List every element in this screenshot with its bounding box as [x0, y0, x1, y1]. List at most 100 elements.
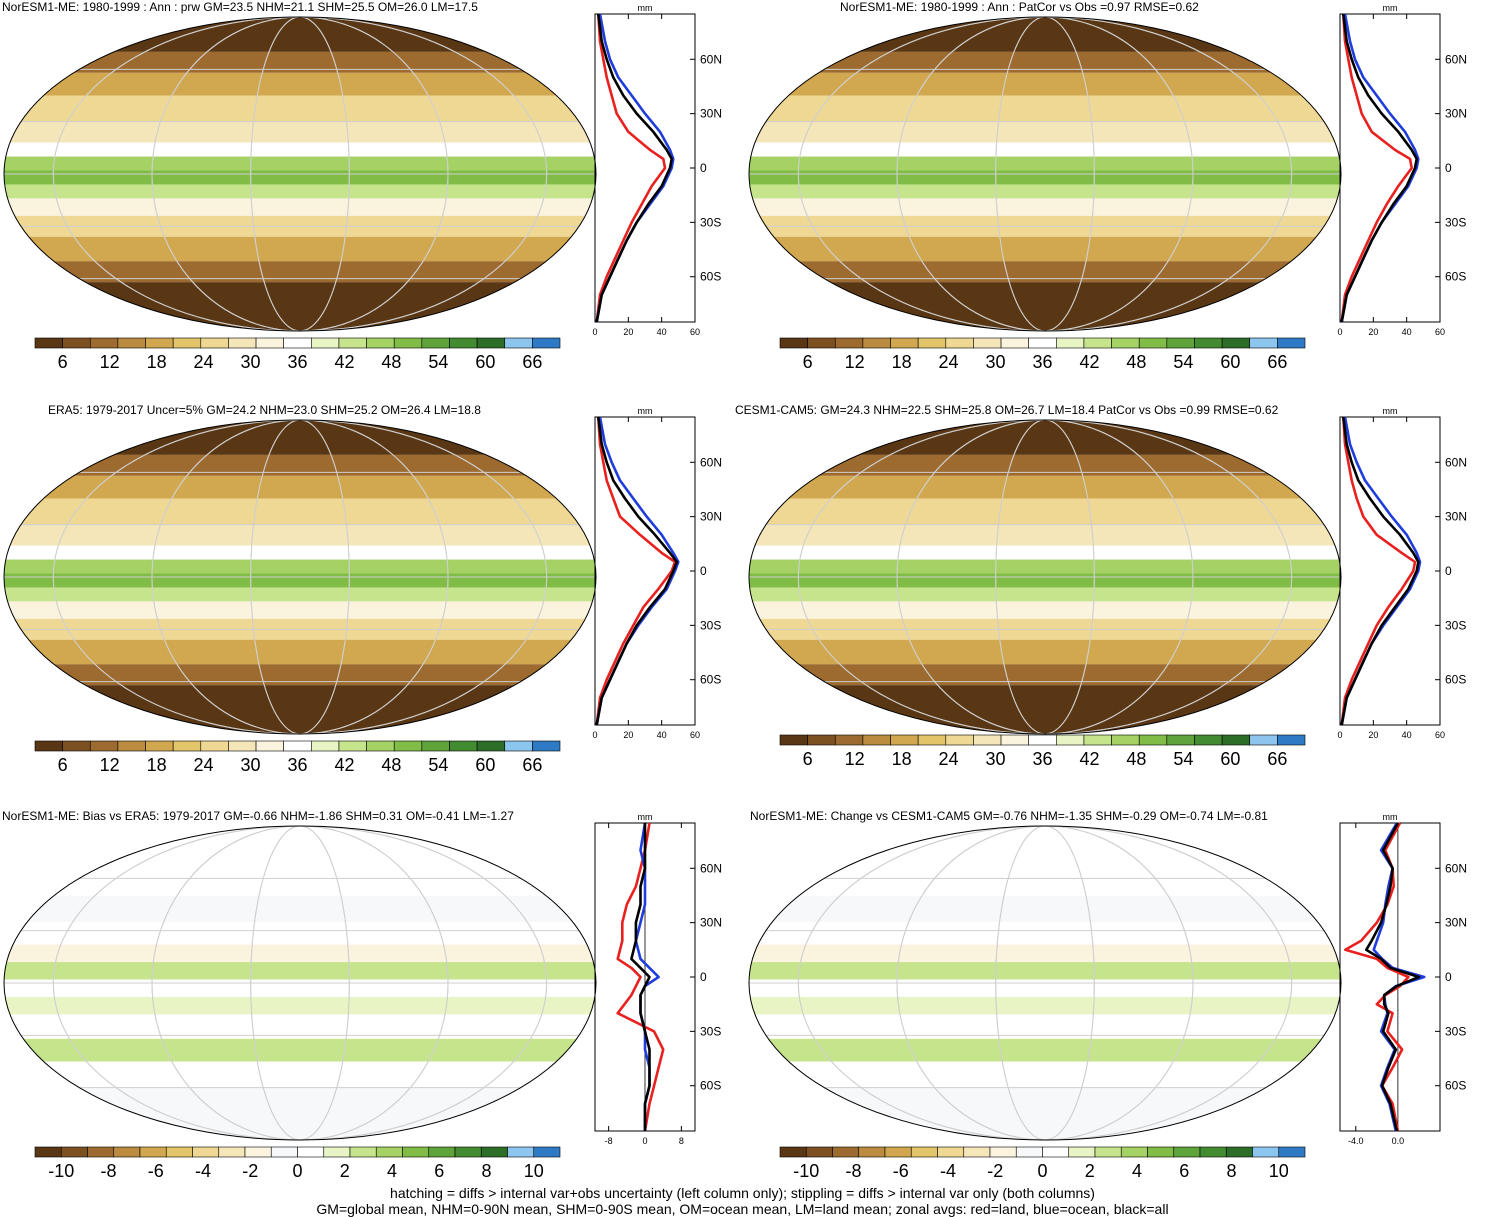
map-field: [749, 420, 1341, 734]
zonal-x-tick-label: 20: [623, 730, 633, 740]
colorbar-tick-label: 36: [1032, 749, 1052, 769]
zonal-mean-plot: mm 0 20 40 60 60N 30N 0 30S 60S: [1337, 4, 1467, 337]
zonal-series-all: [1340, 416, 1420, 726]
colorbar-swatch: [1042, 1146, 1070, 1158]
colorbar-swatch: [454, 1146, 482, 1158]
map-band: [749, 573, 1341, 588]
colorbar-swatch: [504, 740, 533, 752]
colorbar-swatch: [1221, 337, 1251, 349]
map-band: [4, 261, 596, 283]
colorbar-tick-label: 6: [803, 749, 813, 769]
map-band: [4, 236, 596, 262]
colorbar-tick-label: 2: [340, 1161, 350, 1181]
colorbar-swatch: [255, 337, 284, 349]
panel-title: NorESM1-ME: Change vs CESM1-CAM5 GM=-0.7…: [750, 809, 1268, 823]
colorbar-swatch: [1199, 1146, 1227, 1158]
zonal-unit-label: mm: [1383, 407, 1398, 416]
meridian-line: [995, 420, 1095, 734]
colorbar-tick-label: 4: [387, 1161, 397, 1181]
map-band: [749, 664, 1341, 686]
colorbar-swatch: [228, 740, 257, 752]
map-plot: [3, 16, 597, 332]
zonal-lat-label: 0: [1445, 161, 1452, 175]
colorbar-tick-label: 6: [803, 352, 813, 372]
zonal-x-tick-label: 20: [1368, 327, 1378, 337]
colorbar-tick-label: 12: [845, 749, 865, 769]
map-band: [749, 944, 1341, 963]
meridian-line: [797, 17, 1293, 331]
zonal-unit-label: mm: [638, 813, 653, 822]
zonal-mean-plot: mm -4.0 0.0 60N 30N 0 30S 60S: [1339, 813, 1467, 1146]
zonal-mean-plot: mm 0 20 40 60 60N 30N 0 30S 60S: [592, 4, 722, 337]
map-plot: [748, 825, 1342, 1141]
colorbar-swatch: [421, 337, 450, 349]
zonal-x-tick-label: 40: [657, 327, 667, 337]
colorbar-tick-label: -10: [793, 1161, 819, 1181]
colorbar-swatch: [945, 337, 974, 349]
map-band: [4, 198, 596, 216]
zonal-lat-label: 30S: [700, 618, 721, 632]
zonal-x-tick-label: 0: [642, 1136, 647, 1146]
meridian-line: [995, 826, 1095, 1140]
map-band: [749, 17, 1341, 52]
meridian-line: [250, 17, 350, 331]
colorbar-swatch: [862, 734, 891, 746]
zonal-lat-label: 60S: [1445, 270, 1466, 284]
colorbar-tick-label: 60: [1220, 352, 1240, 372]
zonal-x-tick-label: 0: [592, 327, 597, 337]
zonal-lat-label: 30S: [1445, 618, 1466, 632]
panel-title: CESM1-CAM5: GM=24.3 NHM=22.5 SHM=25.8 OM…: [735, 403, 1279, 417]
map-band: [749, 142, 1341, 157]
map-band: [749, 121, 1341, 143]
zonal-lat-label: 60N: [1445, 861, 1467, 875]
zonal-x-tick-label: 40: [1402, 327, 1412, 337]
map-band: [4, 545, 596, 560]
map-band: [4, 184, 596, 199]
colorbar-tick-label: 60: [475, 755, 495, 775]
meridian-line: [797, 420, 1293, 734]
map-band: [749, 261, 1341, 283]
colorbar-swatch: [532, 740, 561, 752]
zonal-lat-label: 30S: [1445, 1024, 1466, 1038]
colorbar-tick-label: 18: [892, 749, 912, 769]
panel-title: ERA5: 1979-2017 Uncer=5% GM=24.2 NHM=23.…: [48, 403, 481, 417]
meridian-line: [151, 420, 449, 734]
zonal-series-land: [595, 416, 677, 726]
zonal-lat-label: 60S: [700, 270, 721, 284]
map-band: [4, 639, 596, 665]
panel-bias-vs-era5: NorESM1-ME: Bias vs ERA5: 1979-2017 GM=-…: [0, 809, 740, 1189]
colorbar-swatch: [228, 337, 257, 349]
colorbar-swatch: [1000, 734, 1029, 746]
map-band: [749, 601, 1341, 619]
colorbar-tick-label: 10: [1269, 1161, 1289, 1181]
colorbar-swatch: [34, 740, 63, 752]
colorbar-tick-label: 0: [292, 1161, 302, 1181]
colorbar-swatch: [884, 1146, 912, 1158]
colorbar-swatch: [533, 1146, 561, 1158]
colorbar: 6 12 18 24 30 36 42 48 54 60 66: [34, 740, 561, 775]
map-band: [749, 979, 1341, 997]
map-band: [749, 198, 1341, 216]
map-band: [749, 236, 1341, 262]
colorbar-tick-label: 6: [434, 1161, 444, 1181]
colorbar-tick-label: 24: [194, 755, 214, 775]
colorbar-swatch: [917, 337, 947, 349]
colorbar-swatch: [917, 734, 947, 746]
zonal-lat-label: 30S: [700, 1024, 721, 1038]
colorbar-tick-label: 24: [939, 352, 959, 372]
map-band: [4, 826, 596, 896]
map-outline: [3, 16, 597, 332]
zonal-unit-label: mm: [1383, 813, 1398, 822]
colorbar-swatch: [89, 337, 119, 349]
map-band: [749, 1014, 1341, 1039]
colorbar-tick-label: 54: [428, 352, 448, 372]
zonal-mean-plot: mm -8 0 8 60N 30N 0 30S 60S: [594, 813, 722, 1146]
colorbar-swatch: [779, 337, 808, 349]
colorbar-tick-label: 2: [1085, 1161, 1095, 1181]
colorbar-swatch: [779, 734, 808, 746]
colorbar-swatch: [244, 1146, 272, 1158]
map-band: [749, 524, 1341, 546]
meridian-line: [797, 826, 1293, 1140]
colorbar-swatch: [1083, 734, 1112, 746]
map-band: [4, 962, 596, 980]
